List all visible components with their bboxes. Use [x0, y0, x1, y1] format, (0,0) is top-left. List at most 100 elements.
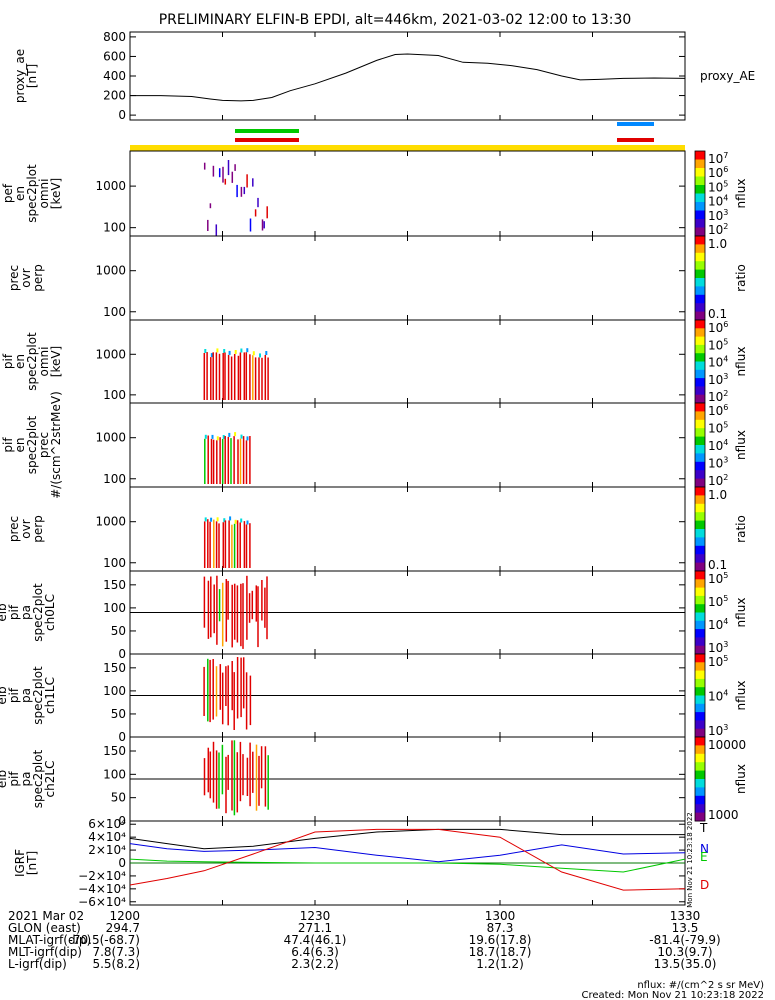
colorbar-segment — [695, 745, 705, 755]
spectrogram-mark — [252, 351, 255, 356]
colorbar-segment — [695, 394, 705, 404]
igrf-e-line — [129, 858, 686, 873]
y-axis-label: elbpifpaspec2plotch2LC — [0, 749, 57, 808]
colorbar-segment — [695, 353, 705, 362]
colorbar-segment — [695, 737, 705, 746]
colorbar-segment — [695, 151, 705, 160]
footer-value: 294.7 — [106, 921, 140, 935]
footer-row-label: L-igrf(dip) — [8, 957, 67, 971]
footer-value: 6.4(6.3) — [291, 945, 339, 959]
nflux-units: nflux: #/(cm^2 s sr MeV) — [637, 980, 764, 991]
colorbar-segment — [695, 261, 705, 271]
colorbar-frame — [694, 736, 706, 822]
y-tick-label: 1000 — [95, 515, 126, 529]
spectrogram-mark — [223, 349, 226, 353]
colorbar-tick-label: 1.0 — [708, 237, 727, 251]
proxy-ae-line — [130, 53, 686, 102]
colorbar-label: nflux — [734, 179, 748, 209]
footer-value: 271.1 — [298, 921, 332, 935]
colorbar-tick-label: 103 — [708, 640, 728, 655]
colorbar-tick-label: 106 — [708, 165, 728, 180]
colorbar-segment — [695, 595, 705, 605]
legend-d: D — [700, 878, 709, 892]
colorbar-tick-label: 106 — [708, 320, 728, 335]
footer-value: 13.5(35.0) — [654, 957, 717, 971]
spectrogram-mark — [234, 432, 237, 437]
footer-value: 1.2(1.2) — [476, 957, 524, 971]
bar-red-2 — [617, 138, 654, 142]
spectrogram-mark — [216, 517, 219, 522]
spectrogram-mark — [234, 519, 237, 524]
spectrogram-mark — [240, 518, 243, 523]
colorbar-tick-label: 1.0 — [708, 488, 727, 502]
y-tick-label: 600 — [103, 49, 126, 63]
colorbar-tick-label: 102 — [708, 389, 728, 404]
y-tick-label: 0 — [118, 647, 126, 661]
colorbar-segment — [695, 202, 705, 211]
colorbar-segment — [695, 461, 705, 471]
footer-value: 1300 — [485, 909, 516, 923]
colorbar-segment — [695, 278, 705, 287]
colorbar-segment — [695, 344, 705, 354]
panel-elb-pif-pa-spec2plot-ch0lc: elbpifpaspec2plotch0LC 0 50 100 150 105 105 104… — [0, 570, 748, 661]
y-tick-label: 800 — [103, 30, 126, 44]
spectrogram-mark — [246, 436, 249, 441]
colorbar-segment — [695, 812, 705, 822]
colorbar-tick-label: 104 — [708, 355, 728, 370]
y-tick-label: 100 — [103, 221, 126, 235]
colorbar-segment — [695, 378, 705, 387]
orbit-footer: 2021 Mar 02 1200 1230 1300 1330 GLON (east) 29… — [8, 909, 764, 1000]
colorbar-segment — [695, 687, 705, 696]
colorbar-segment — [695, 252, 705, 262]
colorbar-tick-label: 104 — [708, 617, 728, 632]
colorbar-segment — [695, 554, 705, 564]
colorbar-tick-label: 0.1 — [708, 307, 727, 321]
y-axis-label: elbpefenspec2plotomni[keV] — [0, 164, 63, 223]
y-tick-label: 1000 — [95, 264, 126, 278]
spectrogram-mark — [216, 436, 219, 441]
colorbar-tick-label: 104 — [708, 689, 728, 704]
orbit-yellow-bar — [130, 145, 685, 151]
colorbar-segment — [695, 219, 705, 228]
spectrogram-mark — [246, 348, 249, 353]
colorbar-label: nflux — [734, 347, 748, 377]
colorbar-segment — [695, 320, 705, 329]
panel-prec-ovr-perp-pif-: precovrperp 100 1000 1.0 0.1 ratio — [7, 486, 748, 572]
y-tick-label: −2×10⁴ — [78, 869, 126, 883]
legend-t: T — [699, 821, 708, 835]
y-tick-label: 0 — [118, 730, 126, 744]
colorbar-segment — [695, 695, 705, 705]
colorbar-tick-label: 104 — [708, 194, 728, 209]
colorbar-tick-label: 102 — [708, 473, 728, 488]
y-axis-label: elbpifenspec2plotprec#/(scm^2strMeV) — [0, 391, 63, 499]
y-tick-label: 100 — [103, 556, 126, 570]
colorbar-segment — [695, 503, 705, 513]
side-stamp: Mon Nov 21 10:23:18 2022 — [686, 812, 694, 907]
footer-value: 87.3 — [487, 921, 514, 935]
colorbar-tick-label: 105 — [708, 654, 728, 669]
y-axis-label: precovrperp — [7, 515, 45, 543]
colorbar-segment — [695, 210, 705, 220]
colorbar-segment — [695, 720, 705, 730]
y-tick-label: 400 — [103, 69, 126, 83]
spectrogram-mark — [204, 517, 207, 522]
colorbar-segment — [695, 244, 705, 254]
colorbar-segment — [695, 804, 705, 814]
colorbar-segment — [695, 286, 705, 296]
bar-red — [235, 138, 299, 142]
y-axis-label: elbpifpaspec2plotch0LC — [0, 583, 57, 642]
y-tick-label: 1000 — [95, 179, 126, 193]
colorbar-segment — [695, 487, 705, 496]
y-tick-label: 6×10⁴ — [88, 817, 126, 831]
colorbar-tick-label: 102 — [708, 222, 728, 237]
panel-frame — [129, 31, 686, 121]
bar-blue — [617, 122, 654, 126]
y-tick-label: 0 — [118, 108, 126, 122]
footer-value: -81.4(-79.9) — [649, 933, 720, 947]
colorbar-segment — [695, 779, 705, 788]
colorbar-segment — [695, 587, 705, 597]
y-tick-label: 150 — [103, 744, 126, 758]
footer-value: 1330 — [670, 909, 701, 923]
colorbar-segment — [695, 176, 705, 186]
colorbar-tick-label: 107 — [708, 151, 728, 166]
